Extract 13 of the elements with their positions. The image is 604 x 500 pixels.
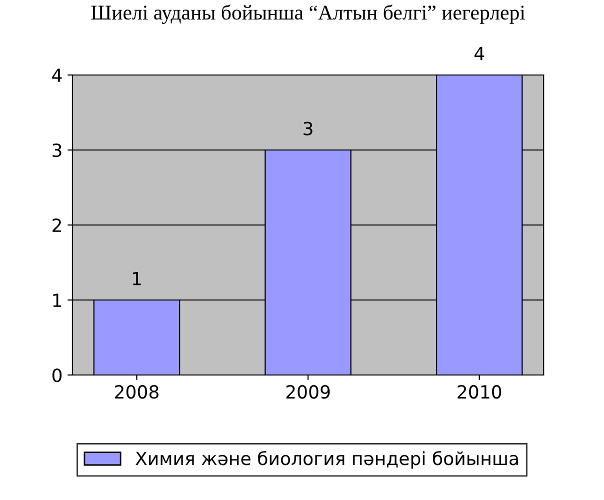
y-tick-label: 0 xyxy=(52,368,62,382)
x-tick-label: 2010 xyxy=(458,385,502,399)
x-tick-label: 2008 xyxy=(115,385,158,399)
data-label: 3 xyxy=(304,122,312,136)
data-label: 4 xyxy=(474,46,484,60)
y-tick-label: 2 xyxy=(52,218,61,232)
data-label: 1 xyxy=(132,272,141,286)
y-tick-label: 1 xyxy=(53,294,62,307)
y-tick-label: 4 xyxy=(52,68,62,82)
x-tick-label: 2009 xyxy=(286,385,330,399)
legend-label: Химия және биология пәндері бойынша xyxy=(136,450,518,469)
y-tick-label: 3 xyxy=(52,143,62,158)
chart-title: Шиелі ауданы бойынша “Алтын белгі” иегерлері xyxy=(91,4,526,24)
